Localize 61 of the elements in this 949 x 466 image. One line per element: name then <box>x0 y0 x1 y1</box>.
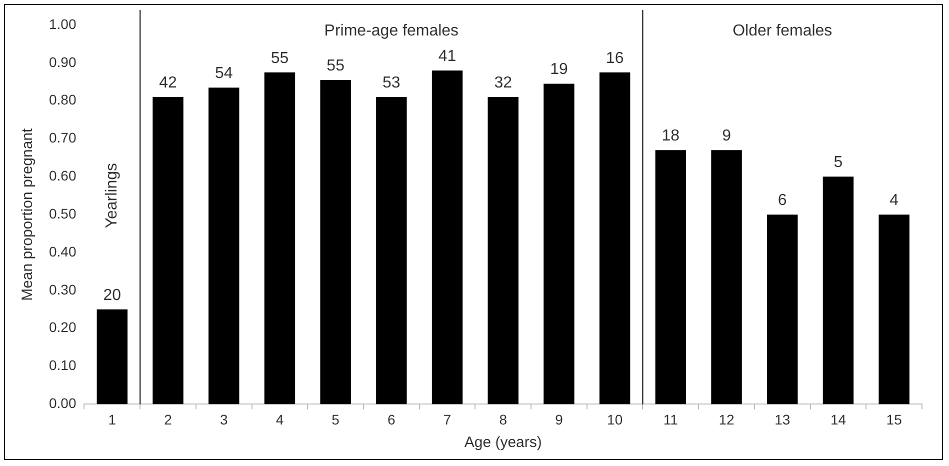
annotation: 55 <box>326 57 345 74</box>
annotation: 41 <box>438 48 456 65</box>
bar <box>544 84 574 404</box>
y-tick-label: 0.20 <box>49 319 76 336</box>
annotation: 42 <box>159 74 178 92</box>
x-tick-label: 2 <box>164 411 172 428</box>
y-tick-label: 0.60 <box>49 168 76 184</box>
y-tick-label: 0.50 <box>49 205 76 222</box>
x-tick-label: 10 <box>607 411 623 428</box>
bar <box>711 150 742 404</box>
y-tick-label: 0.90 <box>49 54 76 70</box>
x-tick-label: 9 <box>555 411 564 428</box>
y-tick-label: 0.40 <box>49 243 76 260</box>
x-tick-label: 13 <box>774 411 790 428</box>
annotation: 20 <box>103 286 122 304</box>
annotation: 16 <box>606 50 624 67</box>
x-tick-label: 4 <box>276 411 284 428</box>
bar <box>822 176 854 404</box>
x-tick-label: 7 <box>443 411 452 428</box>
x-tick-label: 15 <box>886 411 902 428</box>
y-tick-label: 0.00 <box>49 395 76 412</box>
annotation: 5 <box>834 154 843 172</box>
bar <box>488 97 518 404</box>
y-tick-label: 0.30 <box>49 281 76 298</box>
annotation: 4 <box>890 192 899 210</box>
y-axis-title: Mean proportion pregnant <box>19 127 36 301</box>
x-tick-label: 8 <box>499 411 508 428</box>
y-tick-label: 0.10 <box>49 357 76 374</box>
bar <box>432 70 463 404</box>
annotation: 19 <box>550 61 568 78</box>
bar <box>878 214 910 404</box>
annotation: Yearlings <box>104 163 121 228</box>
bar <box>152 97 184 404</box>
x-tick-label: 14 <box>830 411 846 428</box>
x-tick-label: 11 <box>663 411 678 428</box>
x-tick-label: 12 <box>718 411 735 428</box>
y-tick-label: 0.80 <box>49 92 76 108</box>
bar <box>599 72 630 404</box>
annotation: Prime-age females <box>324 22 459 40</box>
bar <box>96 309 128 404</box>
bar <box>208 88 240 404</box>
x-tick-label: 1 <box>108 411 116 428</box>
x-tick-label: 5 <box>332 411 340 428</box>
annotation: 6 <box>778 192 787 210</box>
bar <box>376 97 407 404</box>
bar <box>320 80 351 404</box>
bar <box>264 72 296 404</box>
annotation: 9 <box>722 128 732 145</box>
annotation: 18 <box>662 128 680 145</box>
annotation: Older females <box>732 22 832 40</box>
x-axis-title: Age (years) <box>464 434 542 452</box>
x-tick-label: 3 <box>220 411 228 428</box>
y-tick-label: 0.70 <box>49 130 76 146</box>
bar <box>767 214 798 404</box>
annotation: 53 <box>382 74 400 92</box>
annotation: 55 <box>270 50 289 67</box>
x-tick-label: 6 <box>388 411 396 428</box>
y-tick-label: 1.00 <box>49 16 76 32</box>
bar <box>655 150 686 404</box>
annotation: 32 <box>494 74 512 92</box>
annotation: 54 <box>214 64 233 82</box>
